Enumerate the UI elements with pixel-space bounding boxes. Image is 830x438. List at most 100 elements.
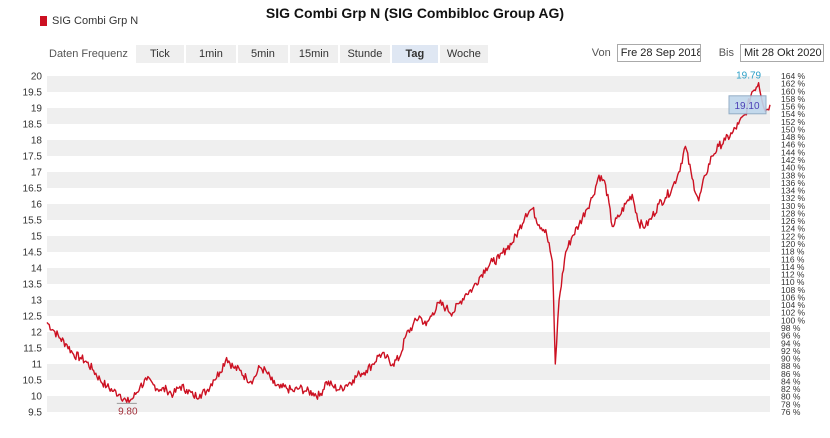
y2-tick-label: 138 % bbox=[781, 170, 806, 180]
y2-tick-label: 136 % bbox=[781, 178, 806, 188]
y2-tick-label: 80 % bbox=[781, 392, 801, 402]
y2-tick-label: 106 % bbox=[781, 292, 806, 302]
y2-tick-label: 126 % bbox=[781, 216, 806, 226]
y-tick-label: 14 bbox=[31, 264, 43, 275]
y2-tick-label: 140 % bbox=[781, 163, 806, 173]
y-tick-label: 11 bbox=[32, 360, 43, 371]
y-tick-label: 19 bbox=[31, 104, 43, 115]
y2-tick-label: 134 % bbox=[781, 186, 806, 196]
freq-button-1min[interactable]: 1min bbox=[185, 45, 236, 63]
freq-button-15min[interactable]: 15min bbox=[289, 45, 338, 63]
y2-tick-label: 148 % bbox=[781, 132, 806, 142]
price-series-line bbox=[46, 82, 771, 404]
y2-tick-label: 112 % bbox=[781, 270, 805, 280]
y2-tick-label: 144 % bbox=[781, 147, 806, 157]
y2-tick-label: 132 % bbox=[781, 193, 806, 203]
y2-tick-label: 96 % bbox=[781, 331, 801, 341]
y-tick-label: 10.5 bbox=[23, 376, 43, 387]
legend-swatch bbox=[40, 16, 47, 26]
freq-button-woche[interactable]: Woche bbox=[439, 45, 488, 63]
legend-label: SIG Combi Grp N bbox=[52, 15, 139, 27]
freq-button-tag[interactable]: Tag bbox=[391, 45, 438, 63]
y2-tick-label: 164 % bbox=[781, 71, 806, 81]
y2-tick-label: 160 % bbox=[781, 86, 806, 96]
to-date-field[interactable]: Mit 28 Okt 2020 bbox=[740, 44, 824, 62]
y2-tick-label: 120 % bbox=[781, 239, 806, 249]
max-value-label: 19.79 bbox=[736, 71, 761, 82]
y2-tick-label: 146 % bbox=[781, 140, 806, 150]
y-tick-label: 12.5 bbox=[23, 312, 43, 323]
y-tick-label: 20 bbox=[31, 72, 43, 83]
y-tick-label: 15.5 bbox=[23, 216, 43, 227]
y2-tick-label: 102 % bbox=[781, 308, 806, 318]
y2-tick-label: 156 % bbox=[781, 102, 806, 112]
grid-band bbox=[47, 300, 770, 316]
freq-button-5min[interactable]: 5min bbox=[237, 45, 288, 63]
grid-band bbox=[47, 332, 770, 348]
y2-tick-label: 88 % bbox=[781, 361, 801, 371]
y2-tick-label: 78 % bbox=[781, 399, 801, 409]
grid-band bbox=[47, 108, 770, 124]
from-date-field[interactable]: Fre 28 Sep 2018 bbox=[616, 44, 701, 62]
y-tick-label: 13 bbox=[31, 296, 43, 307]
y-tick-label: 10 bbox=[31, 392, 43, 403]
grid-band bbox=[47, 236, 770, 252]
y2-tick-label: 130 % bbox=[781, 201, 806, 211]
freq-button-stunde[interactable]: Stunde bbox=[339, 45, 390, 63]
y-tick-label: 19.5 bbox=[23, 88, 43, 99]
y2-tick-label: 76 % bbox=[781, 407, 801, 417]
y2-tick-label: 84 % bbox=[781, 376, 801, 386]
legend[interactable]: SIG Combi Grp N bbox=[40, 15, 138, 27]
y2-tick-label: 104 % bbox=[781, 300, 806, 310]
y2-tick-label: 92 % bbox=[781, 346, 801, 356]
y2-tick-label: 110 % bbox=[781, 277, 805, 287]
grid-band bbox=[47, 204, 770, 220]
frequency-label: Daten Frequenz bbox=[49, 48, 128, 60]
date-range: Von Fre 28 Sep 2018 Bis Mit 28 Okt 2020 bbox=[584, 44, 824, 62]
y2-tick-label: 90 % bbox=[781, 354, 801, 364]
y-tick-label: 13.5 bbox=[23, 280, 43, 291]
y2-tick-label: 114 % bbox=[781, 262, 805, 272]
y2-tick-label: 162 % bbox=[781, 79, 806, 89]
y2-tick-label: 150 % bbox=[781, 124, 806, 134]
y2-tick-label: 154 % bbox=[781, 109, 806, 119]
y-tick-label: 17 bbox=[31, 168, 43, 179]
grid-band bbox=[47, 76, 770, 92]
grid-band bbox=[47, 364, 770, 380]
y-tick-label: 18 bbox=[31, 136, 43, 147]
from-label: Von bbox=[591, 47, 611, 59]
y2-tick-label: 128 % bbox=[781, 208, 806, 218]
last-value-box bbox=[728, 95, 767, 115]
y-tick-label: 9.5 bbox=[28, 408, 42, 419]
to-label: Bis bbox=[718, 47, 734, 59]
y2-tick-label: 86 % bbox=[781, 369, 801, 379]
chart-title: SIG Combi Grp N (SIG Combibloc Group AG) bbox=[265, 5, 565, 21]
y2-tick-label: 142 % bbox=[781, 155, 806, 165]
frequency-toolbar: Daten Frequenz Tick 1min 5min 15min Stun… bbox=[45, 44, 490, 64]
grid-band bbox=[47, 268, 770, 284]
y2-tick-label: 82 % bbox=[781, 384, 801, 394]
grid-band bbox=[47, 396, 770, 412]
y2-tick-label: 158 % bbox=[781, 94, 806, 104]
y2-tick-label: 122 % bbox=[781, 231, 806, 241]
y-tick-label: 18.5 bbox=[23, 120, 43, 131]
y-tick-label: 11.5 bbox=[23, 344, 42, 355]
y-tick-label: 17.5 bbox=[23, 152, 43, 163]
min-value-label: 9.80 bbox=[118, 406, 138, 417]
y2-tick-label: 108 % bbox=[781, 285, 806, 295]
y2-tick-label: 98 % bbox=[781, 323, 801, 333]
y2-tick-label: 100 % bbox=[781, 315, 806, 325]
y2-tick-label: 118 % bbox=[781, 247, 805, 257]
y-tick-label: 12 bbox=[31, 328, 43, 339]
y2-tick-label: 124 % bbox=[781, 224, 806, 234]
grid-band bbox=[47, 140, 770, 156]
grid-band bbox=[47, 172, 770, 188]
y2-tick-label: 94 % bbox=[781, 338, 801, 348]
freq-button-tick[interactable]: Tick bbox=[135, 45, 184, 63]
last-value-label: 19.10 bbox=[734, 101, 759, 112]
y-tick-label: 16.5 bbox=[23, 184, 43, 195]
y2-tick-label: 116 % bbox=[781, 254, 805, 264]
y-tick-label: 14.5 bbox=[23, 248, 43, 259]
y-tick-label: 15 bbox=[31, 232, 43, 243]
